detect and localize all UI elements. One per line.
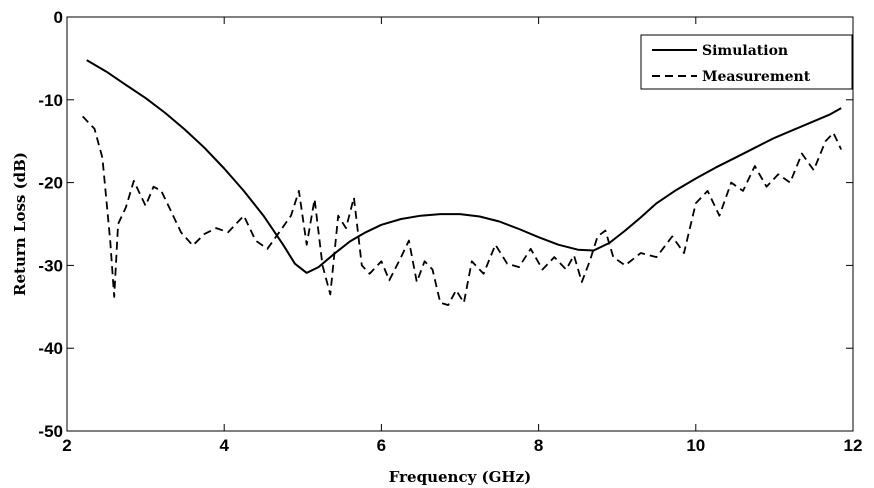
x-tick-label: 2: [62, 436, 71, 455]
x-tick-label: 10: [686, 436, 705, 455]
y-tick-label: -10: [38, 91, 63, 110]
x-tick-label: 12: [844, 436, 863, 455]
legend-box: [640, 34, 853, 90]
y-tick-label: -50: [38, 422, 63, 441]
x-tick-label: 4: [219, 436, 229, 455]
x-tick-label: 6: [377, 436, 386, 455]
y-tick-label: -30: [38, 256, 63, 275]
series-line-measurement: [82, 115, 843, 307]
series-line-simulation: [86, 59, 842, 274]
series-layer: [82, 59, 843, 307]
y-tick-label: -40: [38, 339, 63, 358]
y-tick-label: 0: [54, 8, 63, 27]
x-tick-label: 8: [534, 436, 543, 455]
y-tick-label: -20: [38, 174, 63, 193]
legend-label-simulation: Simulation: [702, 43, 788, 59]
legend-label-measurement: Measurement: [702, 69, 811, 85]
x-axis-label: Frequency (GHz): [389, 468, 531, 486]
tick-layer: 2 4 6 8 10 12 0 -10 -20 -30 -40 -50: [38, 8, 862, 455]
legend: Simulation Measurement: [640, 34, 853, 90]
y-axis-label: Return Loss (dB): [11, 152, 29, 296]
plot-frame: [66, 16, 854, 432]
